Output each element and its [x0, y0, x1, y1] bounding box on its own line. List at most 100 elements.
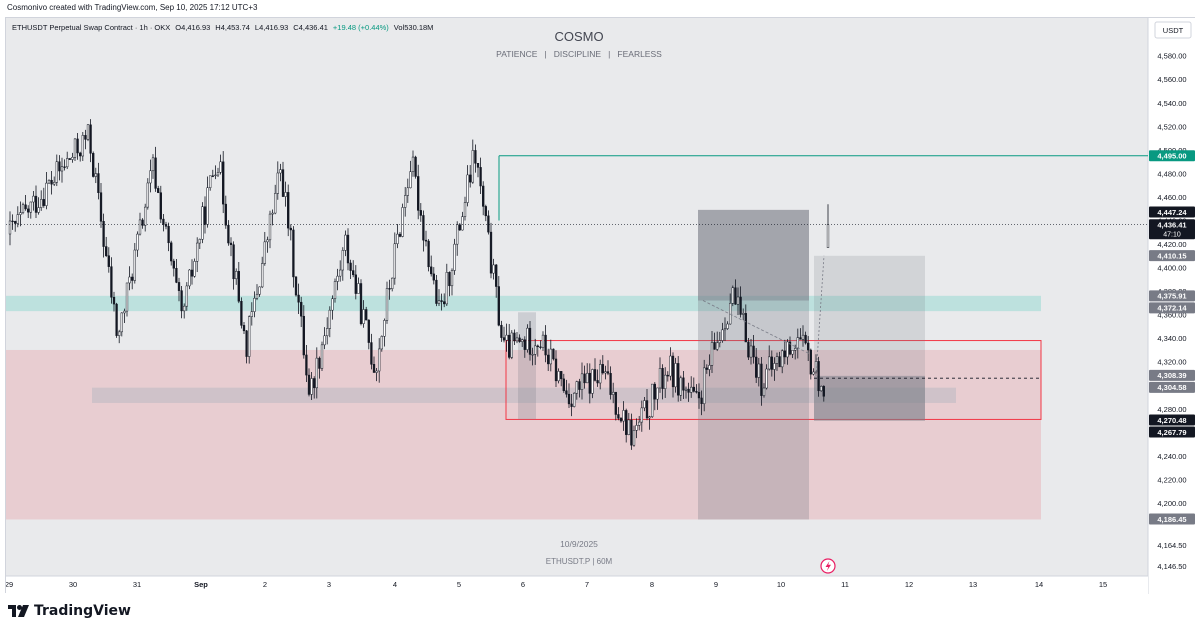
candle-body [729, 303, 732, 325]
candle-body [326, 328, 329, 337]
price-tag[interactable] [1149, 290, 1195, 302]
price-tags: 4,495.00 4,447.24 4,436.41 47:10 4,410.15 4,3… [1149, 150, 1195, 525]
candle-body [81, 135, 84, 157]
currency-button[interactable]: USDT [1154, 21, 1192, 39]
candle-body [515, 337, 519, 342]
tradingview-logo-icon [8, 605, 29, 617]
candle-body [125, 282, 129, 312]
candle-body [765, 368, 768, 389]
chart-credit: Cosmonivo created with TradingView.com, … [7, 3, 258, 12]
watermark-title: COSMO [554, 29, 603, 44]
candle-body [404, 195, 407, 208]
price-tag[interactable] [1149, 381, 1195, 393]
demand-band[interactable] [6, 295, 1041, 312]
candle-body [8, 220, 12, 235]
price-tag[interactable] [1149, 513, 1195, 525]
candle-body [604, 371, 607, 374]
candle-body [820, 386, 823, 392]
candle-body [263, 241, 266, 264]
candle-body [310, 378, 313, 395]
candle-body [638, 421, 641, 426]
x-tick-label: 3 [327, 580, 331, 589]
candle-body [474, 150, 477, 164]
candle-body [695, 391, 698, 393]
candle-body [84, 135, 87, 140]
candle-body [73, 138, 77, 158]
candle-body [796, 337, 799, 349]
candle-body [651, 383, 654, 417]
chart-frame[interactable]: COSMO PATIENCE | DISCIPLINE | FEARLESS 1… [5, 17, 1196, 594]
candle-body [339, 269, 342, 277]
x-tick-label: 8 [650, 580, 654, 589]
candle-body [622, 410, 625, 422]
price-tag[interactable] [1149, 219, 1195, 240]
candle-body [224, 203, 227, 226]
candle-body [653, 383, 656, 400]
price-tag[interactable] [1149, 206, 1195, 218]
y-tick-label: 4,560.00 [1157, 75, 1186, 84]
candle-body [89, 124, 92, 154]
x-tick-label: 15 [1099, 580, 1107, 589]
currency-label: USDT [1163, 26, 1184, 35]
candle-body [807, 342, 810, 351]
candle-body [250, 311, 253, 317]
x-tick-label: 10 [777, 580, 785, 589]
candle-body [534, 345, 537, 355]
price-tag[interactable] [1149, 302, 1195, 314]
candle-body [599, 364, 602, 384]
position-box-stop[interactable] [814, 375, 925, 421]
candle-body [762, 387, 766, 396]
price-tag[interactable] [1149, 150, 1195, 162]
y-tick-label: 4,420.00 [1157, 240, 1186, 249]
candle-body [86, 124, 90, 140]
candle-body [144, 206, 147, 226]
price-tag[interactable] [1149, 414, 1195, 426]
candle-body [294, 276, 298, 296]
candle-body [370, 342, 373, 365]
candle-body [742, 313, 745, 315]
candle-body [739, 296, 742, 315]
price-tag[interactable] [1149, 426, 1195, 438]
range-box[interactable] [505, 340, 1042, 420]
candle-body [521, 339, 524, 342]
price-tag[interactable] [1149, 369, 1195, 381]
position-box-large[interactable] [698, 209, 809, 520]
time-axis[interactable] [6, 576, 1148, 594]
candle-body [206, 187, 209, 225]
candle-body [185, 285, 188, 307]
chart-canvas[interactable]: COSMO PATIENCE | DISCIPLINE | FEARLESS 1… [6, 18, 1196, 594]
legend-line[interactable]: ETHUSDT Perpetual Swap Contract · 1h · O… [12, 23, 433, 32]
candle-body [609, 373, 612, 395]
x-tick-label: 30 [69, 580, 77, 589]
candle-body [716, 342, 719, 350]
candle-body [313, 378, 316, 389]
candle-body [235, 271, 238, 280]
candle-body [380, 336, 383, 350]
lightning-icon[interactable] [820, 558, 836, 574]
x-tick-label: 11 [841, 580, 849, 589]
candle-body [354, 274, 357, 294]
candle-body [292, 229, 295, 278]
candle-body [305, 354, 308, 376]
candle-body [258, 286, 261, 295]
candle-body [755, 356, 758, 378]
position-box-target[interactable] [698, 209, 809, 301]
candle-body [596, 380, 599, 384]
candle-body [242, 325, 246, 332]
candle-body [809, 349, 812, 375]
candle-body [328, 309, 331, 329]
candle-body [544, 334, 547, 356]
candle-body [216, 172, 220, 176]
candle-body [27, 208, 30, 213]
candle-body [570, 403, 573, 407]
candle-body [198, 239, 201, 244]
x-tick-label: 5 [457, 580, 461, 589]
candle-body [661, 368, 664, 389]
candle-body [42, 199, 45, 206]
price-tag[interactable] [1149, 250, 1195, 262]
candle-body [583, 373, 586, 384]
candle-body [736, 296, 740, 305]
candle-body [513, 332, 516, 342]
candle-body [625, 410, 628, 435]
tradingview-logo[interactable]: TradingView [8, 603, 131, 619]
